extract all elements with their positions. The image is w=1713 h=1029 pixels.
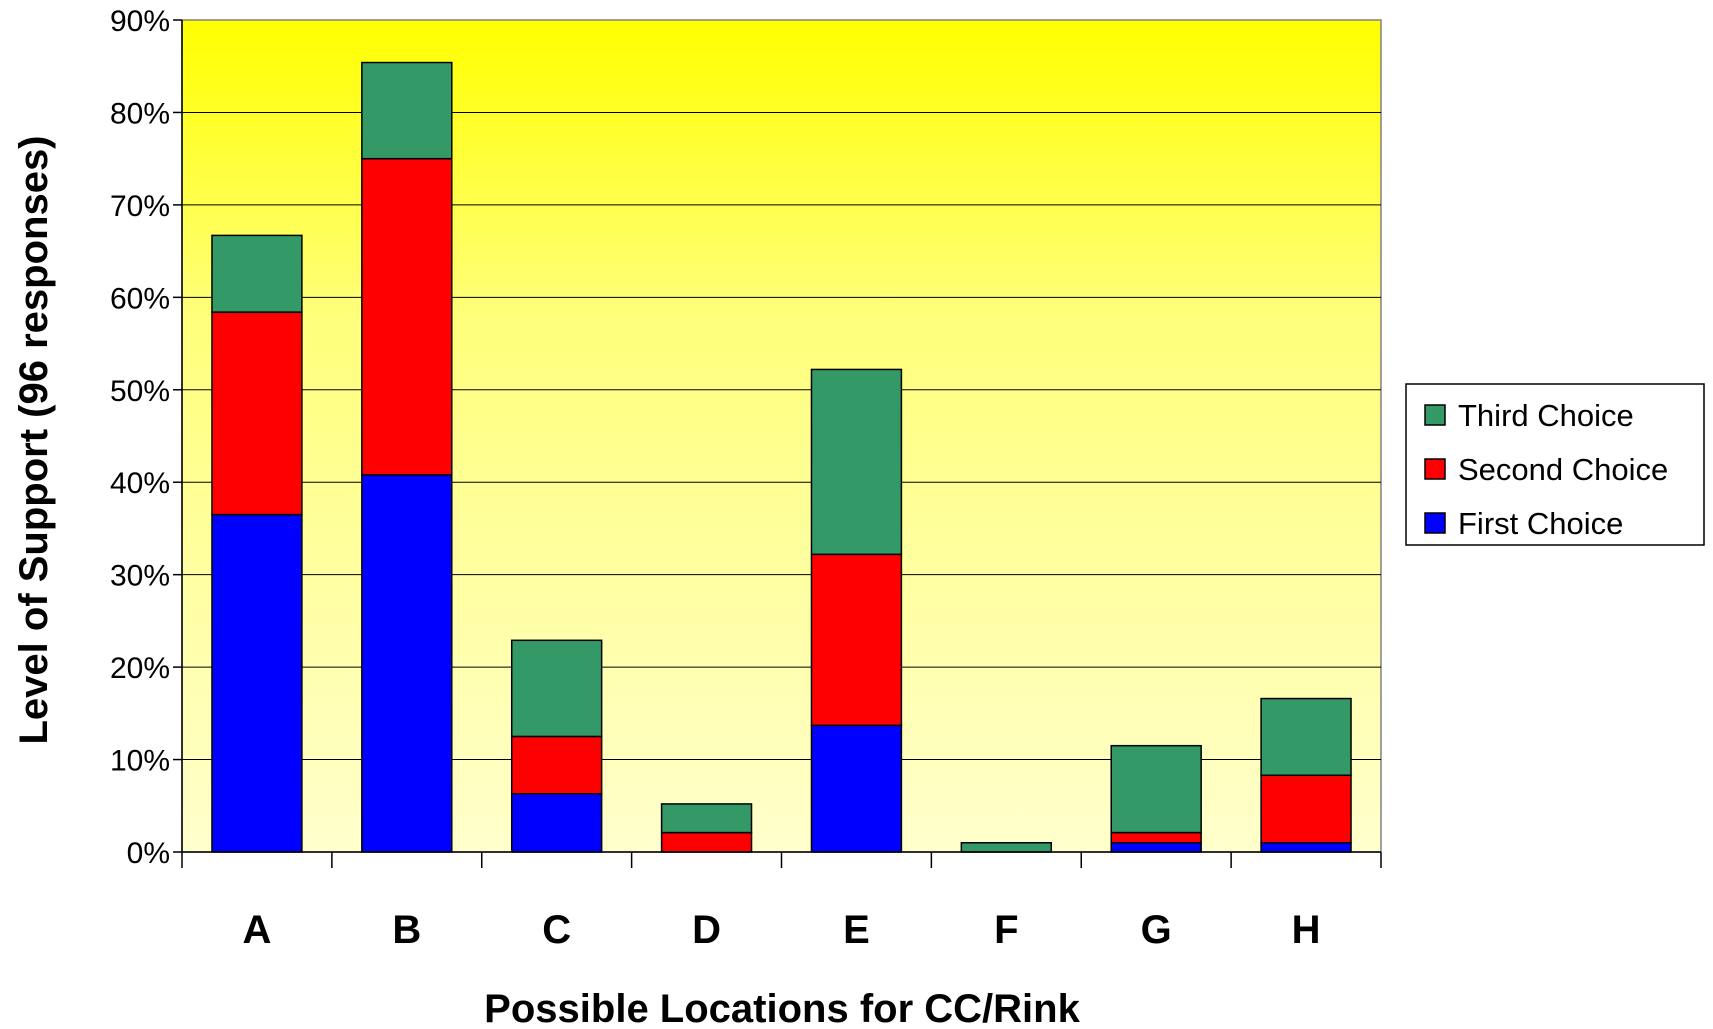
x-tick-labels: A B C D E F G H <box>242 908 1320 952</box>
bar-segment <box>810 724 903 853</box>
bars <box>211 61 1352 853</box>
bar-segment <box>1260 774 1352 844</box>
y-tick-label: 30% <box>110 560 170 593</box>
legend-swatch <box>1424 404 1446 426</box>
y-tick-label: 20% <box>110 652 170 685</box>
bar-segment <box>810 368 903 556</box>
y-axis-title: Level of Support (96 responses) <box>12 135 56 744</box>
bar-segment <box>660 803 753 834</box>
bar-segment <box>1110 744 1202 834</box>
x-tick-label: F <box>994 908 1018 952</box>
bar-segment <box>810 553 903 727</box>
bar-segment <box>211 234 303 313</box>
bar-segment <box>510 735 603 795</box>
y-tick-label: 90% <box>110 5 170 38</box>
y-tick-label: 70% <box>110 190 170 223</box>
legend-swatch <box>1424 458 1446 480</box>
bar-segment <box>1110 831 1202 844</box>
y-tick-label: 10% <box>110 745 170 778</box>
x-tick-label: B <box>392 908 421 952</box>
x-tick-label: C <box>542 908 571 952</box>
legend-label: Third Choice <box>1458 398 1634 433</box>
y-tick-label: 60% <box>110 282 170 315</box>
legend-swatch <box>1424 512 1446 534</box>
bar-segment <box>361 474 453 853</box>
bar-segment <box>510 639 603 738</box>
y-tick-labels: 0% 10% 20% 30% 40% 50% 60% 70% 80% 90% <box>110 5 170 870</box>
x-tick-label: A <box>242 908 271 952</box>
bar-segment <box>660 831 753 853</box>
y-tick-label: 40% <box>110 467 170 500</box>
bar-segment <box>1110 842 1202 853</box>
legend-label: First Choice <box>1458 506 1623 541</box>
legend-box <box>1405 383 1705 546</box>
x-tick-label: H <box>1292 908 1321 952</box>
legend-items: Third Choice Second Choice First Choice <box>1424 398 1668 541</box>
legend: Third Choice Second Choice First Choice <box>1405 383 1705 546</box>
bar-segment <box>361 61 453 160</box>
bar-segment <box>960 842 1053 853</box>
y-tick-label: 0% <box>127 837 170 870</box>
y-tick-label: 50% <box>110 375 170 408</box>
x-tick-label: E <box>843 908 870 952</box>
bar-segment <box>361 157 453 476</box>
legend-label: Second Choice <box>1458 452 1668 487</box>
bar-segment <box>510 793 603 853</box>
axes <box>173 19 1382 868</box>
x-axis-title: Possible Locations for CC/Rink <box>484 987 1080 1029</box>
y-tick-label: 80% <box>110 97 170 130</box>
bar-segment <box>1260 697 1352 777</box>
bar-segment <box>211 311 303 516</box>
bar-segment <box>211 513 303 853</box>
x-tick-label: D <box>692 908 721 952</box>
bar-segment <box>1260 842 1352 853</box>
x-tick-label: G <box>1141 908 1172 952</box>
